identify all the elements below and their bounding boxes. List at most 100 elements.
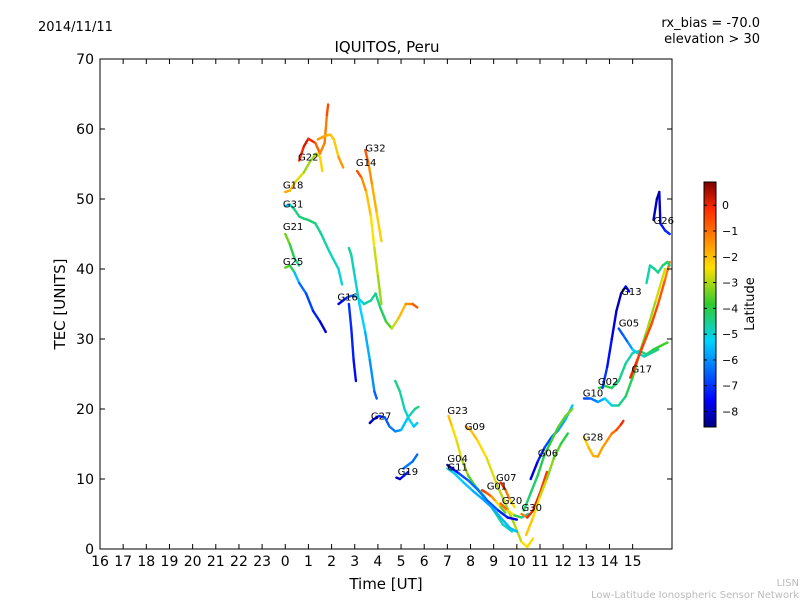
track-segment (350, 327, 355, 362)
track-segment (559, 432, 569, 446)
track-segment (552, 442, 562, 460)
track-segment (368, 358, 376, 393)
track-segment (462, 481, 474, 493)
track-segment (318, 141, 326, 155)
track-segment (450, 467, 461, 475)
track-segment (399, 416, 410, 432)
track-segment (411, 453, 419, 463)
track-segment (656, 278, 667, 306)
track-segment (490, 505, 502, 519)
track-segment (543, 439, 553, 456)
x-tick-label: 14 (601, 554, 619, 570)
track-segment (624, 376, 634, 398)
x-tick-label: 16 (91, 554, 109, 570)
track-segment (384, 320, 393, 330)
track-segment (318, 320, 327, 334)
satellite-label-g31: G31 (283, 199, 303, 210)
track-segment (538, 470, 549, 495)
series-layer (284, 103, 671, 549)
track-segment (582, 435, 590, 449)
track-segment (666, 260, 671, 267)
track-segment (603, 384, 613, 390)
track-segment (610, 309, 618, 341)
track-segment (504, 502, 516, 526)
track-segment (610, 379, 620, 390)
track-segment (403, 407, 411, 421)
y-tick-label: 50 (76, 192, 94, 208)
track-segment (298, 281, 308, 295)
track-segment (480, 497, 493, 509)
track-segment (508, 498, 516, 509)
track-segment (411, 302, 419, 309)
track-segment (460, 456, 470, 477)
track-segment (406, 407, 417, 419)
track-segment (388, 425, 397, 433)
series-g04 (446, 463, 518, 521)
x-tick-label: 19 (161, 554, 179, 570)
track-segment (663, 229, 671, 236)
track-segment (603, 397, 613, 407)
satellite-label-g22: G22 (298, 153, 318, 164)
track-segment (374, 292, 382, 309)
x-tick-label: 18 (137, 554, 155, 570)
track-segment (485, 456, 498, 484)
series-g25 (284, 264, 327, 334)
satellite-label-g32: G32 (365, 143, 385, 154)
y-tick-label: 60 (76, 122, 94, 138)
series-unlabeled-27 (347, 246, 378, 400)
track-segment (650, 302, 660, 327)
track-segment (325, 103, 330, 117)
track-segment (362, 299, 373, 306)
satellite-label-g19: G19 (398, 467, 418, 478)
track-segment (601, 365, 609, 390)
track-segment (531, 495, 542, 519)
track-segment (504, 488, 512, 502)
satellite-label-g13: G13 (621, 287, 641, 298)
date-label: 2014/11/11 (38, 20, 113, 35)
colorbar-tick-label: −5 (722, 328, 738, 341)
x-tick-layer: 16 17 18 19 20 21 22 23 0 1 2 3 4 5 6 7 8 9 10 11 12 13 14 15 (91, 59, 642, 570)
track-segment (450, 425, 458, 442)
series-g19 (395, 470, 410, 481)
plot-frame (99, 58, 673, 550)
track-segment (355, 169, 363, 180)
track-segment (636, 351, 646, 358)
track-segment (365, 190, 373, 218)
y-tick-label: 40 (76, 262, 94, 278)
track-segment (447, 414, 454, 428)
x-tick-label: 3 (350, 554, 359, 570)
track-segment (370, 183, 378, 215)
track-segment (328, 250, 340, 271)
track-segment (652, 344, 662, 351)
series-g28 (582, 419, 625, 458)
track-segment (314, 222, 323, 236)
track-segment (596, 446, 604, 458)
rx-bias-label: rx_bias = -70.0 (661, 16, 760, 31)
satellite-label-g14: G14 (356, 158, 376, 169)
track-segment (302, 159, 312, 174)
colorbar-tick-layer: 0 −1 −2 −3 −4 −5 −6 −7 −8 (704, 199, 738, 419)
track-segment (413, 405, 420, 411)
track-segment (323, 113, 329, 145)
track-segment (626, 341, 634, 351)
series-unlabeled-33 (524, 432, 569, 537)
track-segment (294, 171, 305, 183)
track-segment (536, 453, 546, 477)
x-tick-label: 1 (304, 554, 313, 570)
x-tick-label: 10 (508, 554, 526, 570)
track-segment (652, 197, 659, 222)
satellite-label-g05: G05 (619, 318, 639, 329)
x-tick-label: 4 (373, 554, 382, 570)
track-segment (347, 302, 353, 330)
track-segment (457, 472, 470, 482)
colorbar-tick-label: −8 (722, 406, 738, 419)
x-tick-label: 7 (443, 554, 452, 570)
track-segment (645, 299, 657, 334)
track-segment (522, 491, 532, 512)
y-tick-label: 20 (76, 402, 94, 418)
track-segment (397, 302, 407, 320)
series-g14 (355, 169, 383, 306)
track-segment (337, 155, 345, 169)
x-tick-label: 6 (420, 554, 429, 570)
satellite-label-g20: G20 (502, 496, 522, 507)
